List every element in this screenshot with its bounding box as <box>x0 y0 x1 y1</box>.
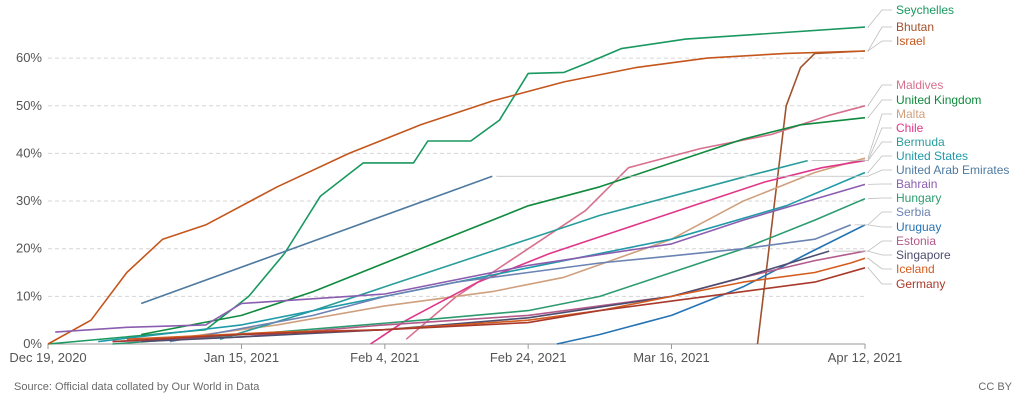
y-tick-label: 50% <box>16 98 42 113</box>
legend-connector <box>866 257 892 270</box>
series-line-seychelles <box>47 26 866 345</box>
legend-label: Malta <box>896 107 926 121</box>
legend-connector <box>867 99 892 119</box>
series-line-hungary <box>112 197 866 345</box>
grid <box>48 57 865 345</box>
legend-connector <box>854 211 892 226</box>
series-line-bermuda <box>219 159 808 340</box>
legend-label: Chile <box>896 121 924 135</box>
legend-label: Israel <box>896 34 925 48</box>
series-line-israel <box>47 50 866 345</box>
series-line-singapore <box>141 250 830 343</box>
y-tick-label: 40% <box>16 145 42 160</box>
license-label: CC BY <box>978 381 1012 393</box>
series-line-chile <box>370 159 866 345</box>
series-line-serbia <box>169 224 851 343</box>
x-tick-label: Apr 12, 2021 <box>828 350 902 365</box>
legend-connector <box>867 113 892 159</box>
legend-connector <box>867 155 892 173</box>
x-tick-label: Feb 4, 2021 <box>350 350 419 365</box>
legend-label: Uruguay <box>896 220 941 234</box>
legend-label: Germany <box>896 277 945 291</box>
legend-connector <box>866 40 892 52</box>
series-line-united-states <box>98 171 866 343</box>
x-tick-label: Jan 15, 2021 <box>204 350 279 365</box>
y-tick-label: 20% <box>16 241 42 256</box>
series-line-germany <box>112 267 866 343</box>
legend-label: Serbia <box>896 205 931 219</box>
y-tick-label: 60% <box>16 50 42 65</box>
legend-label: Iceland <box>896 262 935 276</box>
series-line-uruguay <box>556 224 866 345</box>
legend-label: Bermuda <box>896 135 945 149</box>
legend-label: Bahrain <box>896 177 937 191</box>
y-tick-label: 30% <box>16 193 42 208</box>
x-axis-tick-labels: Dec 19, 2020 Jan 15, 2021 Feb 4, 2021 Feb 2… <box>9 344 902 365</box>
y-tick-label: 10% <box>16 288 42 303</box>
legend-connector <box>867 26 892 52</box>
series-line-united-arab-emirates <box>140 175 493 305</box>
legend-connector <box>867 267 892 285</box>
legend-connector <box>867 9 892 28</box>
legend-connector <box>867 197 892 200</box>
legend-label: Hungary <box>896 191 941 205</box>
y-axis-tick-labels: 0% 10% 20% 30% 40% 50% 60% <box>16 50 42 351</box>
source-note: Source: Official data collated by Our Wo… <box>14 381 260 393</box>
legend-connector <box>867 224 892 228</box>
series-lines <box>47 26 866 345</box>
legend-label: United States <box>896 149 968 163</box>
legend-connector <box>866 240 892 252</box>
series-line-malta <box>169 157 866 340</box>
legend-label: Maldives <box>896 78 943 92</box>
x-tick-label: Feb 24, 2021 <box>490 350 567 365</box>
legend-connector <box>833 250 892 256</box>
legend-connector <box>496 169 892 177</box>
legend-label: Bhutan <box>896 20 934 34</box>
legend-label: United Kingdom <box>896 93 981 107</box>
x-tick-label: Mar 16, 2021 <box>633 350 710 365</box>
series-line-bhutan <box>756 50 866 345</box>
legend-connector <box>811 141 892 161</box>
x-tick-label: Dec 19, 2020 <box>9 350 86 365</box>
legend-label: Singapore <box>896 248 951 262</box>
legend-connector <box>867 84 892 107</box>
series-line-bahrain <box>55 183 866 333</box>
legend-label: Seychelles <box>896 3 954 17</box>
legend-label: Estonia <box>896 234 936 248</box>
series-line-united-kingdom <box>141 116 866 336</box>
legend-label: United Arab Emirates <box>896 163 1009 177</box>
y-tick-label: 0% <box>23 336 42 351</box>
